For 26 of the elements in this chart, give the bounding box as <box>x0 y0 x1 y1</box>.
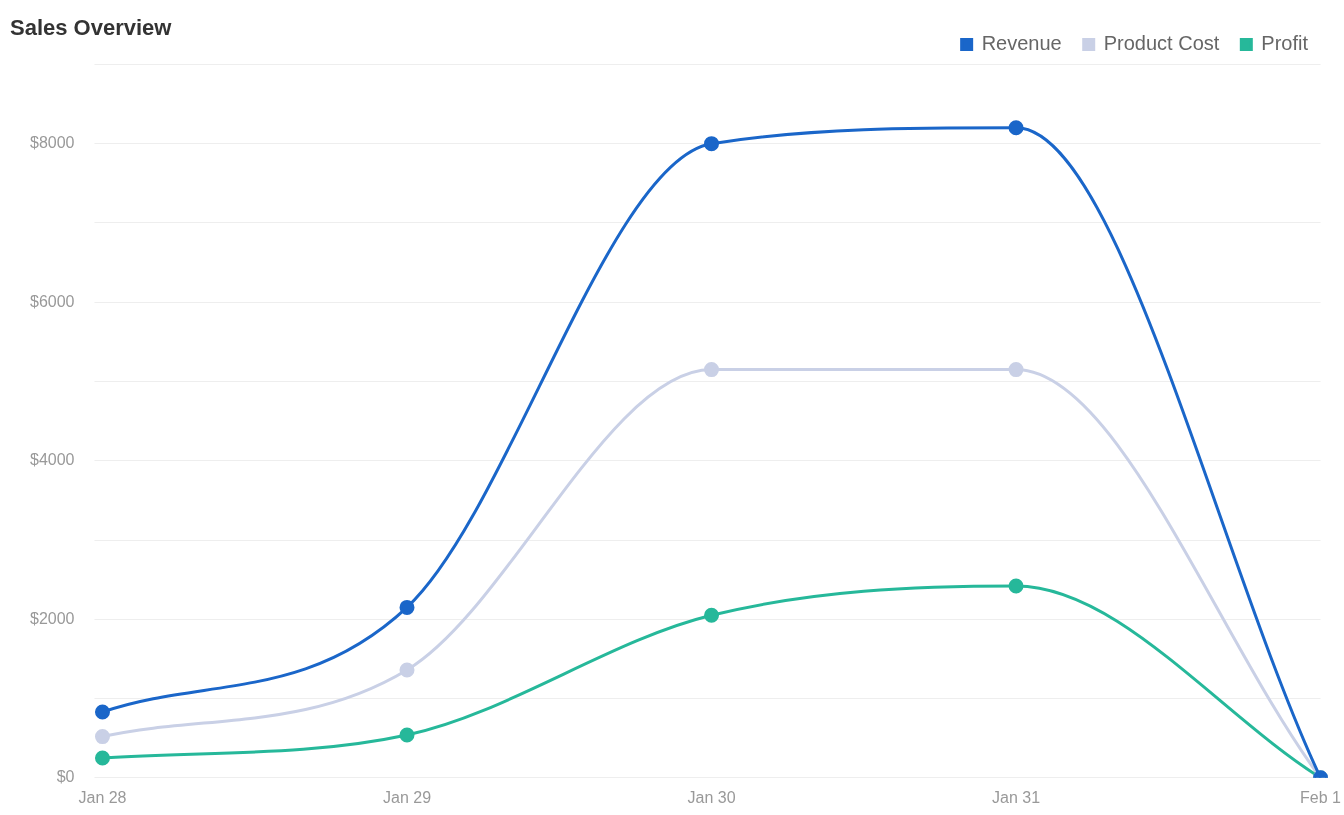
y-tick-label: $0 <box>56 768 75 786</box>
point <box>399 599 415 615</box>
point <box>399 662 415 678</box>
y-tick-label: $8000 <box>29 134 75 152</box>
legend-label: Product Cost <box>1103 31 1220 54</box>
point <box>399 727 415 743</box>
point <box>1008 362 1024 378</box>
y-tick-label: $4000 <box>29 451 75 469</box>
x-tick-label: Jan 28 <box>78 788 127 806</box>
point <box>704 362 720 378</box>
point <box>1008 578 1024 594</box>
point <box>94 704 110 720</box>
legend-label: Profit <box>1261 31 1309 54</box>
x-tick-label: Jan 31 <box>992 788 1041 806</box>
y-tick-label: $2000 <box>29 609 75 627</box>
chart-title: Sales Overview <box>10 15 173 41</box>
point <box>704 136 720 152</box>
point <box>94 750 110 766</box>
y-tick-label: $6000 <box>29 292 75 310</box>
x-tick-label: Feb 1 <box>1300 788 1342 806</box>
point <box>704 607 720 623</box>
x-tick-label: Jan 29 <box>382 788 432 806</box>
point <box>1008 120 1024 136</box>
legend-label: Revenue <box>981 31 1062 54</box>
x-tick-label: Jan 30 <box>687 788 736 806</box>
point <box>94 729 110 745</box>
